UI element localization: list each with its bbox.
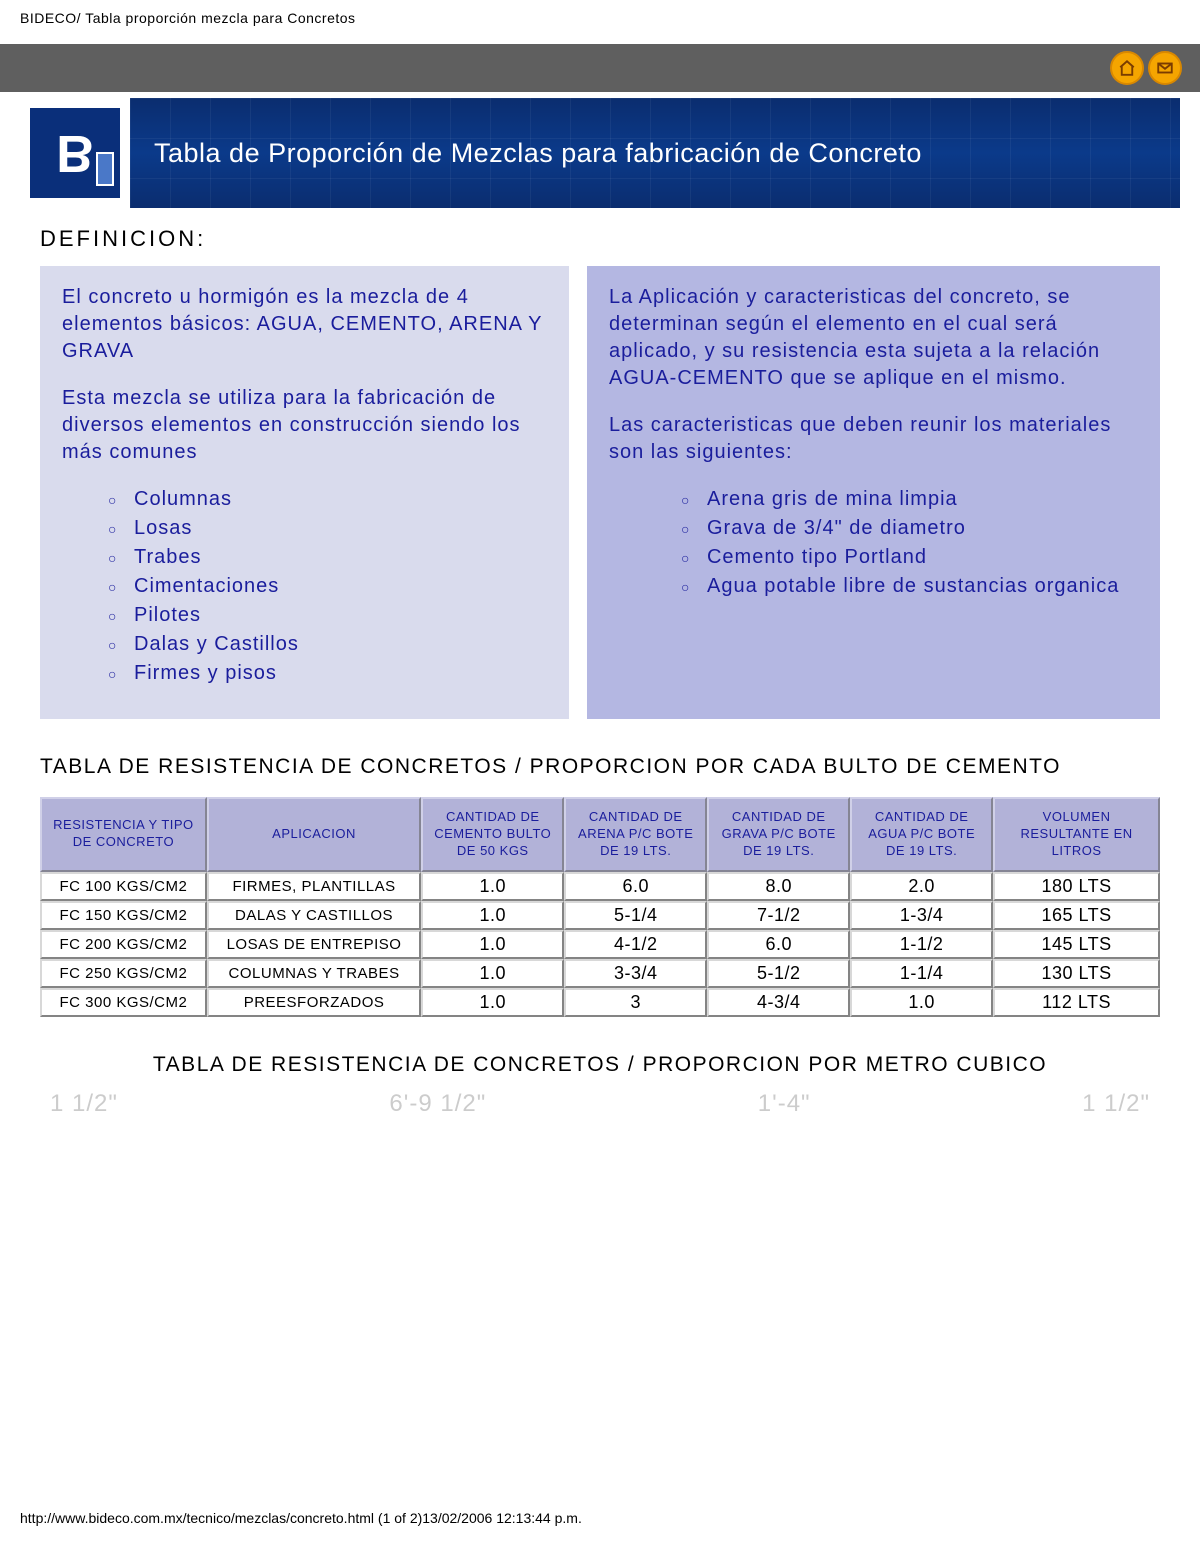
table-cell: FC 100 KGS/CM2 — [40, 872, 207, 901]
list-item: Trabes — [134, 544, 547, 571]
table-header: VOLUMEN RESULTANTE EN LITROS — [993, 797, 1160, 872]
list-item: Columnas — [134, 486, 547, 513]
list-item: Dalas y Castillos — [134, 631, 547, 658]
table-cell: 112 LTS — [993, 988, 1160, 1017]
list-item: Arena gris de mina limpia — [707, 486, 1138, 513]
def-right-p2: Las caracteristicas que deben reunir los… — [609, 412, 1138, 466]
table-cell: FC 250 KGS/CM2 — [40, 959, 207, 988]
blueprint-decoration: 1 1/2" 6'-9 1/2" 1'-4" 1 1/2" — [20, 1090, 1180, 1180]
list-item: Cemento tipo Portland — [707, 544, 1138, 571]
table-cell: COLUMNAS Y TRABES — [207, 959, 421, 988]
def-left-p1: El concreto u hormigón es la mezcla de 4… — [62, 284, 547, 365]
table1-title: TABLA DE RESISTENCIA DE CONCRETOS / PROP… — [40, 755, 1160, 779]
footer-url: http://www.bideco.com.mx/tecnico/mezclas… — [20, 1510, 582, 1526]
logo: B — [20, 98, 130, 208]
definition-right: La Aplicación y caracteristicas del conc… — [587, 266, 1160, 719]
definition-heading: DEFINICION: — [40, 226, 1160, 252]
def-left-list: ColumnasLosasTrabesCimentacionesPilotesD… — [62, 486, 547, 687]
definition-columns: El concreto u hormigón es la mezcla de 4… — [40, 266, 1160, 719]
table-row: FC 300 KGS/CM2PREESFORZADOS1.034-3/41.01… — [40, 988, 1160, 1017]
table-header: CANTIDAD DE GRAVA P/C BOTE DE 19 LTS. — [707, 797, 850, 872]
table-cell: 4-1/2 — [564, 930, 707, 959]
table-cell: DALAS Y CASTILLOS — [207, 901, 421, 930]
table-cell: 145 LTS — [993, 930, 1160, 959]
table-cell: 5-1/2 — [707, 959, 850, 988]
list-item: Losas — [134, 515, 547, 542]
breadcrumb: BIDECO/ Tabla proporción mezcla para Con… — [0, 0, 1200, 26]
table-header: RESISTENCIA Y TIPO DE CONCRETO — [40, 797, 207, 872]
table-row: FC 150 KGS/CM2DALAS Y CASTILLOS1.05-1/47… — [40, 901, 1160, 930]
table-cell: PREESFORZADOS — [207, 988, 421, 1017]
list-item: Pilotes — [134, 602, 547, 629]
table-cell: 1.0 — [421, 872, 564, 901]
table-cell: 1-3/4 — [850, 901, 993, 930]
mail-icon[interactable] — [1148, 51, 1182, 85]
table-cell: FC 200 KGS/CM2 — [40, 930, 207, 959]
table-cell: 1.0 — [421, 959, 564, 988]
table-row: FC 100 KGS/CM2FIRMES, PLANTILLAS1.06.08.… — [40, 872, 1160, 901]
title-band: B Tabla de Proporción de Mezclas para fa… — [20, 98, 1180, 208]
table-cell: 1.0 — [850, 988, 993, 1017]
home-icon[interactable] — [1110, 51, 1144, 85]
list-item: Grava de 3/4" de diametro — [707, 515, 1138, 542]
table-cell: LOSAS DE ENTREPISO — [207, 930, 421, 959]
table2-title: TABLA DE RESISTENCIA DE CONCRETOS / PROP… — [40, 1053, 1160, 1077]
table-cell: FC 300 KGS/CM2 — [40, 988, 207, 1017]
table-cell: 180 LTS — [993, 872, 1160, 901]
table-cell: FIRMES, PLANTILLAS — [207, 872, 421, 901]
table-header: CANTIDAD DE CEMENTO BULTO DE 50 KGS — [421, 797, 564, 872]
def-right-p1: La Aplicación y caracteristicas del conc… — [609, 284, 1138, 392]
list-item: Firmes y pisos — [134, 660, 547, 687]
page-title: Tabla de Proporción de Mezclas para fabr… — [154, 138, 922, 169]
table-cell: 5-1/4 — [564, 901, 707, 930]
table-resistance-bulto: RESISTENCIA Y TIPO DE CONCRETOAPLICACION… — [40, 797, 1160, 1017]
table-header: APLICACION — [207, 797, 421, 872]
table-cell: 3 — [564, 988, 707, 1017]
table-cell: 4-3/4 — [707, 988, 850, 1017]
table-cell: 3-3/4 — [564, 959, 707, 988]
definition-left: El concreto u hormigón es la mezcla de 4… — [40, 266, 569, 719]
def-right-list: Arena gris de mina limpiaGrava de 3/4" d… — [609, 486, 1138, 600]
table-header: CANTIDAD DE ARENA P/C BOTE DE 19 LTS. — [564, 797, 707, 872]
def-left-p2: Esta mezcla se utiliza para la fabricaci… — [62, 385, 547, 466]
table-cell: 1-1/2 — [850, 930, 993, 959]
top-bar — [0, 44, 1200, 92]
table-cell: 6.0 — [707, 930, 850, 959]
table-cell: 2.0 — [850, 872, 993, 901]
table-cell: 1.0 — [421, 930, 564, 959]
table-cell: 165 LTS — [993, 901, 1160, 930]
table-cell: FC 150 KGS/CM2 — [40, 901, 207, 930]
table-cell: 8.0 — [707, 872, 850, 901]
table-cell: 130 LTS — [993, 959, 1160, 988]
table-cell: 6.0 — [564, 872, 707, 901]
table-cell: 1-1/4 — [850, 959, 993, 988]
list-item: Agua potable libre de sustancias organic… — [707, 573, 1138, 600]
table-row: FC 200 KGS/CM2LOSAS DE ENTREPISO1.04-1/2… — [40, 930, 1160, 959]
list-item: Cimentaciones — [134, 573, 547, 600]
table-row: FC 250 KGS/CM2COLUMNAS Y TRABES1.03-3/45… — [40, 959, 1160, 988]
table-cell: 7-1/2 — [707, 901, 850, 930]
table-cell: 1.0 — [421, 901, 564, 930]
table-cell: 1.0 — [421, 988, 564, 1017]
table-header: CANTIDAD DE AGUA P/C BOTE DE 19 LTS. — [850, 797, 993, 872]
